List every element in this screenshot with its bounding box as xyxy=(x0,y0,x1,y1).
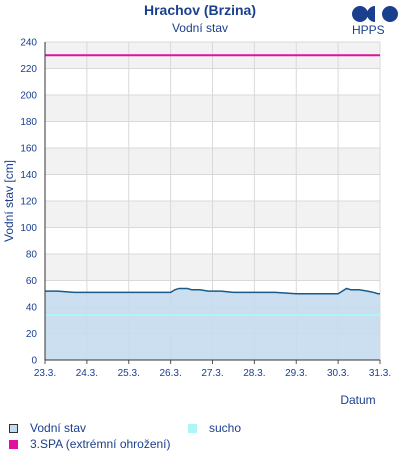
y-axis-title: Vodní stav [cm] xyxy=(2,160,16,242)
hpps-logo xyxy=(352,6,398,22)
x-tick-label: 29.3. xyxy=(285,368,307,379)
x-tick-label: 26.3. xyxy=(160,368,182,379)
y-tick-label: 240 xyxy=(20,38,37,49)
legend-swatch-spa3 xyxy=(9,440,18,449)
y-tick-labels: 0 20 40 60 80 100 120 140 160 180 200 220 240 xyxy=(20,38,37,367)
x-tick-label: 30.3. xyxy=(327,368,349,379)
y-tick-label: 0 xyxy=(31,356,37,367)
water-level-line xyxy=(45,287,380,295)
x-axis-title: Datum xyxy=(340,393,375,407)
y-tick-label: 200 xyxy=(20,91,37,102)
legend-label-sucho: sucho xyxy=(209,421,242,435)
water-level-area xyxy=(45,288,380,360)
legend-label-spa3: 3.SPA (extrémní ohrožení) xyxy=(30,437,171,451)
logo-text: HPPS xyxy=(352,23,385,37)
chart-axes xyxy=(44,42,381,364)
legend-swatch-water-level xyxy=(9,424,18,433)
x-tick-label: 24.3. xyxy=(76,368,98,379)
chart-series xyxy=(45,54,380,360)
y-tick-label: 160 xyxy=(20,144,37,155)
x-tick-label: 23.3. xyxy=(34,368,56,379)
chart-subtitle: Vodní stav xyxy=(171,21,229,35)
logo-circle-left xyxy=(352,6,368,22)
y-tick-label: 80 xyxy=(26,250,38,261)
legend-label-water-level: Vodní stav xyxy=(30,421,87,435)
y-tick-label: 100 xyxy=(20,223,37,234)
logo-circle-right xyxy=(382,6,398,22)
y-tick-label: 40 xyxy=(26,303,38,314)
x-tick-label: 27.3. xyxy=(201,368,223,379)
y-tick-label: 220 xyxy=(20,64,37,75)
y-tick-label: 180 xyxy=(20,117,37,128)
y-tick-label: 60 xyxy=(26,276,38,287)
legend-swatch-sucho xyxy=(188,424,197,433)
y-tick-label: 20 xyxy=(26,329,38,340)
y-tick-label: 120 xyxy=(20,197,37,208)
x-tick-label: 25.3. xyxy=(118,368,140,379)
x-tick-labels: 23.3. 24.3. 25.3. 26.3. 27.3. 28.3. 29.3. 30.3.… xyxy=(34,368,391,379)
chart-title: Hrachov (Brzina) xyxy=(143,2,257,18)
y-tick-label: 140 xyxy=(20,170,37,181)
logo-halfcircle-middle xyxy=(367,6,375,22)
x-tick-label: 28.3. xyxy=(243,368,265,379)
x-tick-label: 31.3. xyxy=(369,368,391,379)
